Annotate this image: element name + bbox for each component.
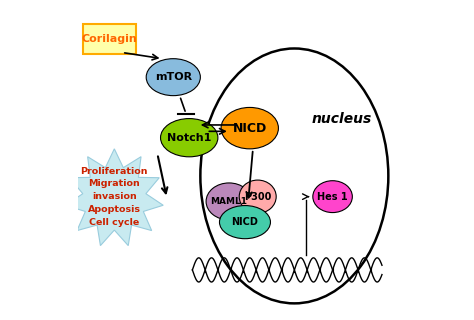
Ellipse shape — [201, 49, 388, 303]
Text: Migration: Migration — [89, 180, 140, 188]
Ellipse shape — [146, 59, 201, 96]
Text: Hes 1: Hes 1 — [317, 192, 348, 202]
Ellipse shape — [313, 181, 352, 212]
Text: nucleus: nucleus — [312, 112, 372, 125]
Polygon shape — [65, 149, 163, 246]
Ellipse shape — [219, 205, 271, 239]
Ellipse shape — [221, 108, 278, 149]
Text: invasion: invasion — [92, 192, 137, 201]
Text: NICD: NICD — [233, 122, 267, 135]
Text: Cell cycle: Cell cycle — [89, 218, 139, 227]
Text: NICD: NICD — [231, 217, 258, 227]
Text: MAML1: MAML1 — [210, 197, 247, 206]
Ellipse shape — [206, 183, 252, 220]
Ellipse shape — [239, 180, 276, 213]
Ellipse shape — [161, 119, 218, 157]
Text: Proliferation: Proliferation — [81, 167, 148, 176]
Text: Apoptosis: Apoptosis — [88, 205, 141, 214]
Text: mTOR: mTOR — [155, 72, 192, 82]
Text: Notch1: Notch1 — [167, 133, 211, 143]
FancyBboxPatch shape — [83, 24, 136, 54]
Text: Corilagin: Corilagin — [82, 34, 137, 44]
Text: P300: P300 — [244, 192, 272, 202]
